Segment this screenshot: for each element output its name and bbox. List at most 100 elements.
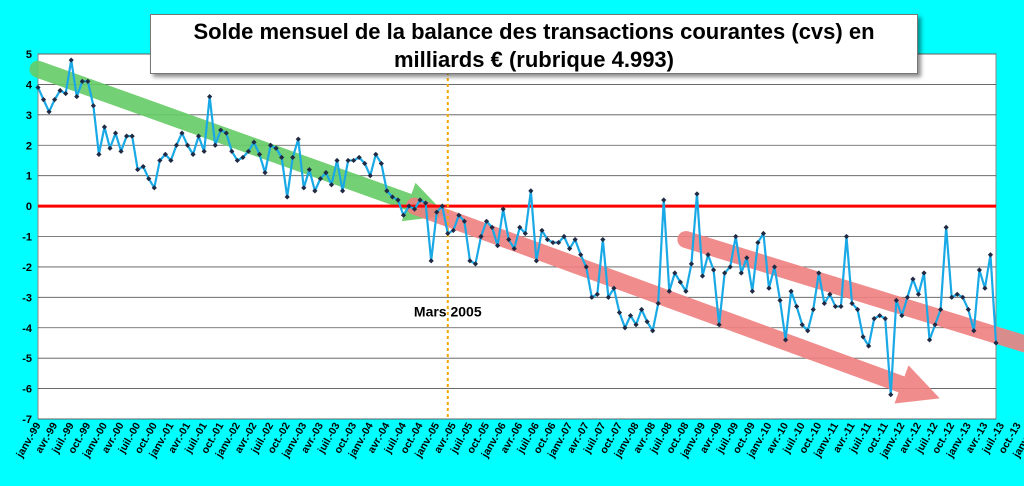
- data-point: [63, 90, 69, 97]
- data-point: [151, 185, 157, 191]
- y-tick-label: 1: [26, 171, 32, 183]
- data-point: [79, 78, 85, 84]
- data-point: [888, 392, 894, 398]
- data-point: [483, 218, 490, 224]
- data-point: [339, 188, 346, 194]
- y-tick-label: 4: [26, 79, 33, 91]
- data-point: [439, 203, 445, 209]
- data-point: [744, 255, 750, 261]
- data-point: [932, 322, 938, 328]
- data-point: [622, 325, 628, 331]
- data-point: [611, 285, 617, 291]
- data-point: [722, 270, 728, 276]
- data-point: [910, 276, 916, 282]
- data-point: [195, 133, 202, 139]
- title-line-1: Solde mensuel de la balance des transact…: [193, 19, 875, 44]
- data-point: [395, 197, 401, 203]
- data-point: [926, 337, 933, 343]
- data-point: [129, 133, 135, 139]
- data-point: [124, 133, 130, 139]
- trend-arrow: [406, 197, 940, 404]
- data-point: [976, 267, 982, 273]
- data-point: [317, 176, 324, 182]
- data-point: [57, 87, 63, 94]
- data-point: [522, 230, 528, 237]
- data-point: [423, 200, 429, 206]
- data-point: [683, 288, 689, 294]
- data-point: [179, 130, 185, 136]
- data-point: [312, 188, 318, 194]
- data-point: [173, 142, 180, 148]
- data-point: [555, 239, 562, 246]
- data-point: [982, 285, 988, 291]
- data-point: [987, 252, 994, 258]
- data-point: [384, 188, 390, 194]
- data-point: [240, 154, 246, 161]
- data-point: [351, 157, 357, 164]
- data-point: [650, 328, 656, 334]
- data-point: [578, 252, 584, 258]
- y-tick-label: -2: [22, 262, 32, 274]
- data-point: [727, 264, 733, 270]
- data-point: [301, 185, 307, 191]
- data-point: [904, 294, 910, 300]
- data-point: [168, 157, 174, 164]
- data-point: [107, 145, 113, 151]
- y-tick-label: 5: [26, 49, 32, 61]
- data-point: [921, 270, 927, 276]
- data-point: [805, 328, 811, 334]
- data-point: [279, 154, 285, 161]
- data-point: [882, 316, 888, 322]
- data-point: [655, 300, 661, 307]
- data-point: [539, 227, 545, 234]
- data-point: [788, 288, 794, 294]
- data-point: [627, 312, 634, 319]
- y-tick-label: -4: [22, 323, 33, 335]
- data-point: [915, 291, 922, 297]
- data-point: [589, 294, 595, 300]
- data-point: [782, 337, 789, 343]
- data-point: [506, 236, 512, 243]
- data-point: [450, 227, 456, 234]
- title-line-2: milliards € (rubrique 4.993): [394, 47, 674, 72]
- data-point: [411, 206, 418, 212]
- data-point: [550, 239, 556, 246]
- data-point: [716, 322, 722, 328]
- data-point: [456, 212, 462, 218]
- data-point: [223, 130, 229, 136]
- data-point: [699, 273, 706, 279]
- data-point: [600, 236, 606, 243]
- data-point: [572, 236, 578, 243]
- data-point: [849, 300, 855, 307]
- data-point: [893, 297, 899, 303]
- data-point: [295, 136, 301, 142]
- data-point: [400, 212, 407, 218]
- data-point: [229, 148, 235, 154]
- data-point: [434, 209, 440, 215]
- data-point: [561, 233, 567, 240]
- data-point: [533, 258, 539, 264]
- data-point: [256, 151, 263, 157]
- y-tick-label: 3: [26, 110, 32, 122]
- data-point: [616, 309, 623, 316]
- data-point: [201, 148, 207, 154]
- data-point: [672, 270, 678, 276]
- data-point: [101, 124, 108, 130]
- data-point: [954, 291, 960, 297]
- data-point: [140, 163, 146, 170]
- data-point: [638, 306, 645, 313]
- data-point: [284, 194, 290, 200]
- data-point: [356, 154, 362, 161]
- data-point: [661, 197, 667, 203]
- data-point: [461, 218, 467, 224]
- data-point: [827, 291, 833, 297]
- data-point: [334, 157, 340, 164]
- data-point: [328, 182, 335, 188]
- data-point: [633, 322, 639, 328]
- y-tick-label: 0: [26, 201, 32, 213]
- data-point: [528, 188, 534, 194]
- data-point: [112, 130, 119, 136]
- data-point: [46, 109, 52, 115]
- data-point: [710, 267, 717, 273]
- data-point: [35, 84, 41, 91]
